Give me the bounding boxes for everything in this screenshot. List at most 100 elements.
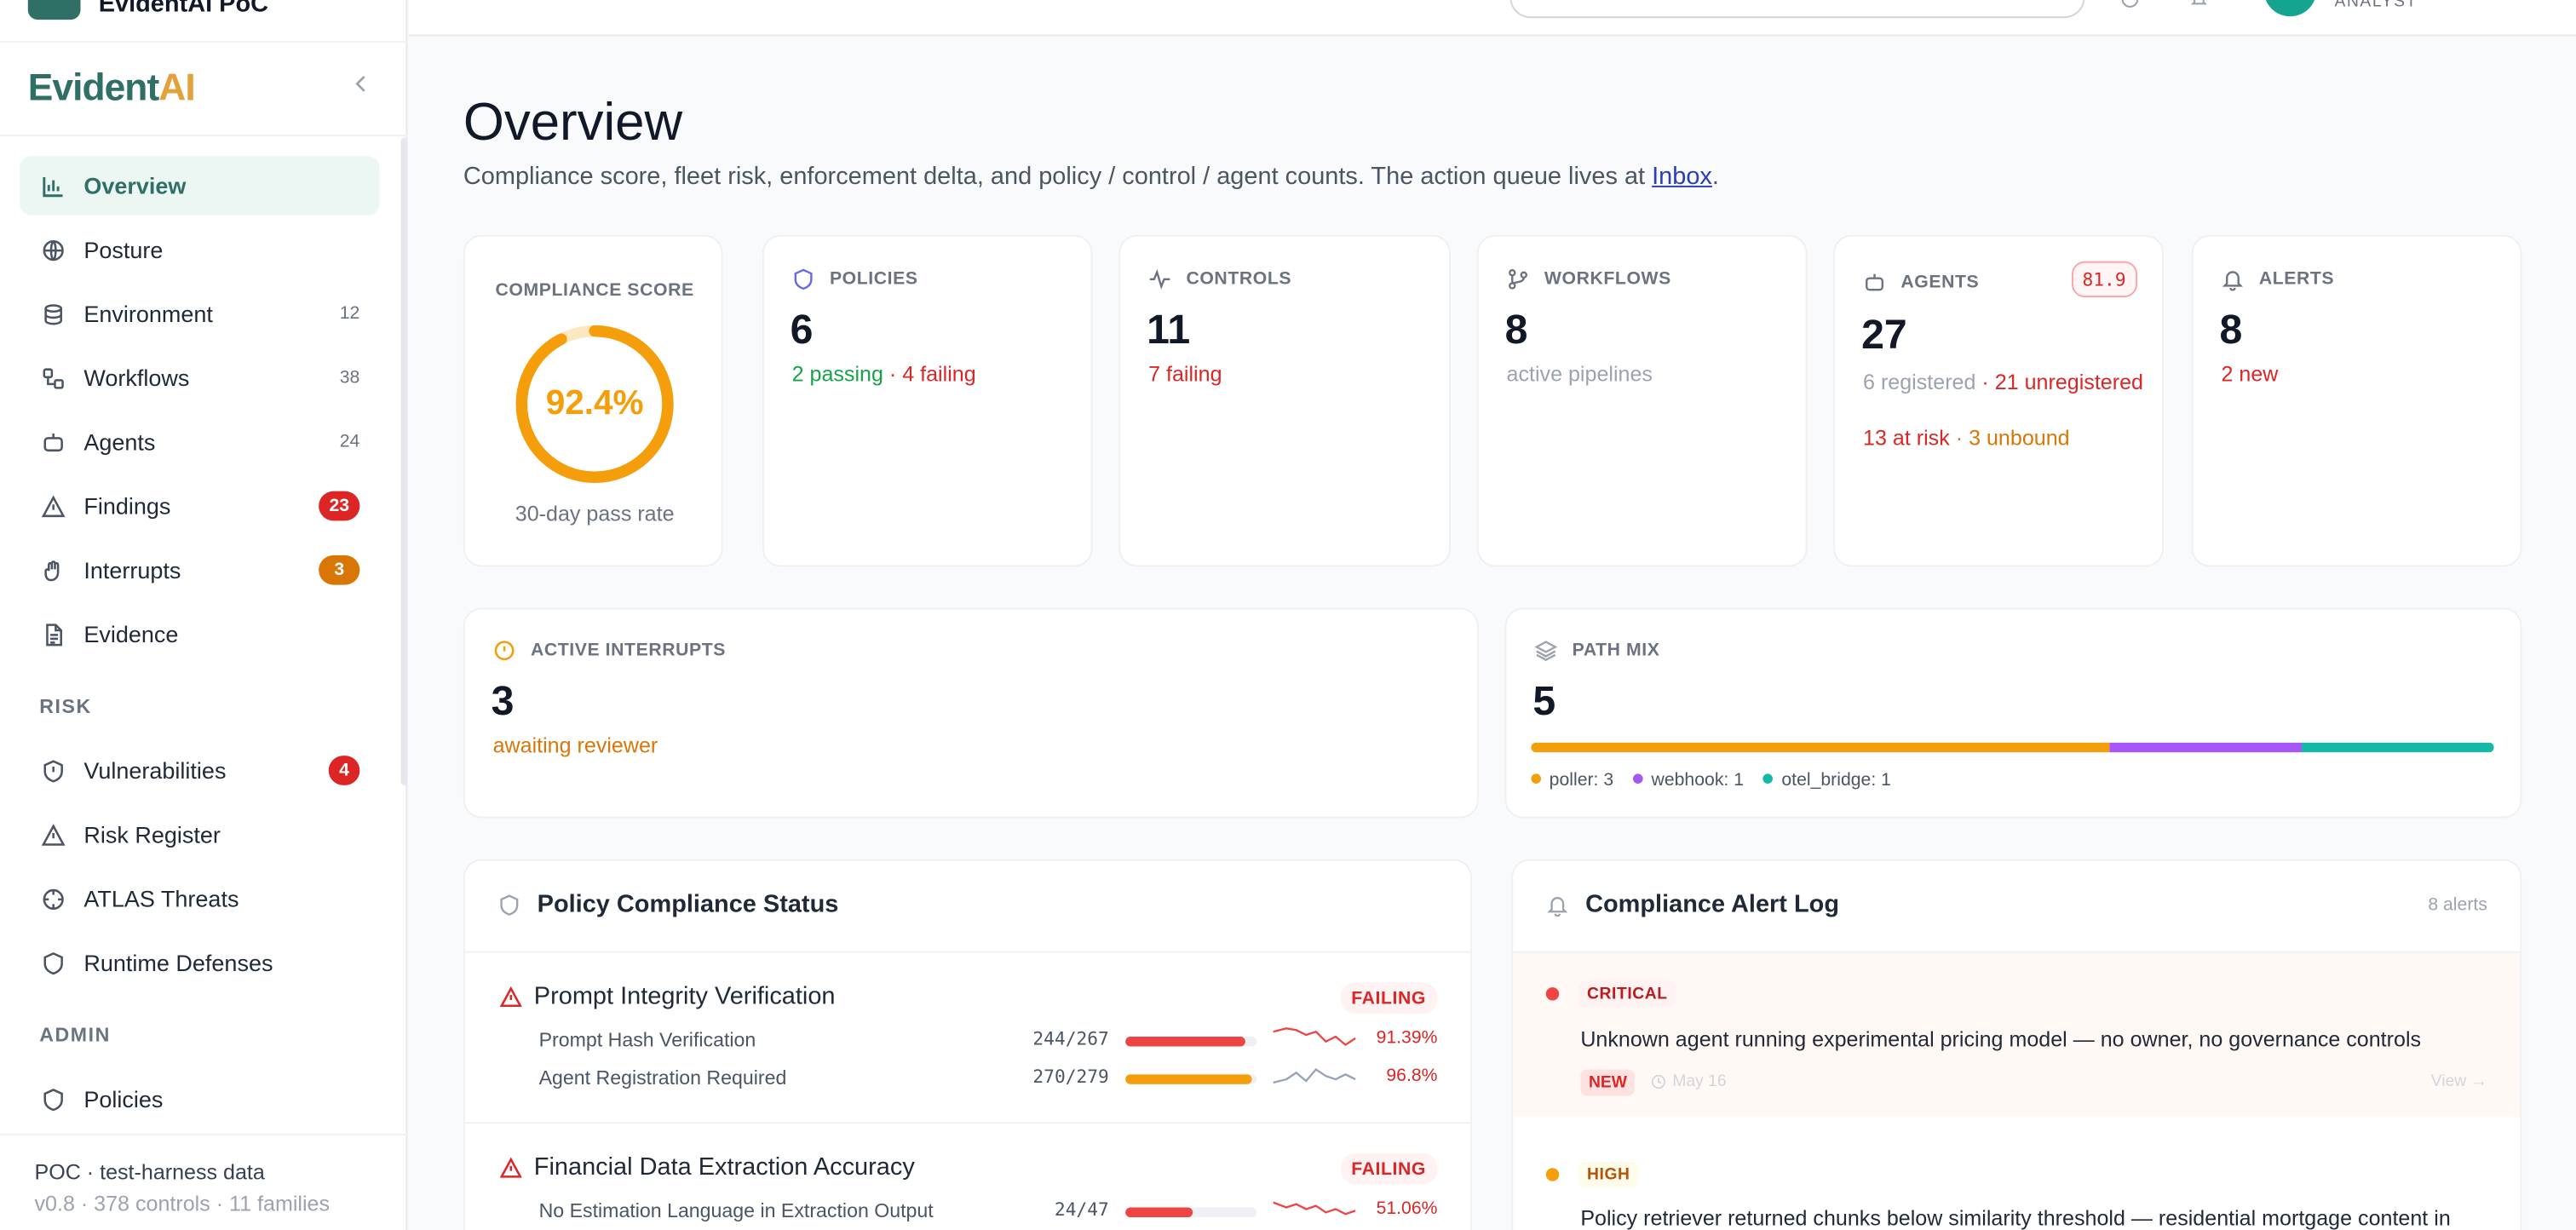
new-badge: NEW [1580, 1069, 1636, 1096]
sidebar-item-environment[interactable]: Environment 12 [20, 285, 379, 343]
search-input[interactable] [1509, 0, 2085, 19]
document-icon [39, 621, 66, 647]
brand-logo[interactable]: EvidentAI [28, 66, 196, 110]
sidebar-item-workflows[interactable]: Workflows 38 [20, 348, 379, 407]
severity-dot [1545, 1168, 1560, 1181]
alert-date-text: May 16 [1672, 1072, 1727, 1091]
policies-breakdown: 2 passing · 4 failing [792, 361, 976, 386]
severity-label: CRITICAL [1578, 980, 1676, 1008]
path-mix-card[interactable]: PATH MIX 5 poller: 3 webhook: 1 otel_bri… [1504, 607, 2522, 819]
bell-icon [1546, 893, 1569, 917]
sidebar-item-runtime-defenses[interactable]: Runtime Defenses [20, 933, 379, 991]
workflows-card[interactable]: WORKFLOWS 8 active pipelines [1476, 234, 1808, 567]
view-alert-link[interactable]: View → [2430, 1072, 2487, 1091]
sidebar-item-interrupts[interactable]: Interrupts 3 [20, 541, 379, 600]
bell-icon[interactable] [2190, 0, 2210, 10]
sidebar-item-label: Interrupts [83, 556, 181, 583]
panel-divider [464, 951, 1471, 953]
sidebar-item-findings[interactable]: Findings 23 [20, 476, 379, 535]
shield-icon [39, 950, 66, 976]
policies-failing: · 4 failing [888, 361, 976, 387]
sidebar-item-label: Policies [83, 1085, 164, 1112]
sidebar-item-label: ATLAS Threats [83, 885, 239, 912]
sidebar-item-vulnerabilities[interactable]: Vulnerabilities 4 [20, 741, 379, 800]
sidebar-item-agents[interactable]: Agents 24 [20, 412, 379, 471]
compliance-score-value: 92.4% [545, 384, 644, 422]
policy-panel-title-text: Policy Compliance Status [537, 890, 839, 919]
controls-value: 11 [1147, 307, 1191, 353]
control-progress-fill [1125, 1036, 1246, 1047]
controls-card[interactable]: CONTROLS 11 7 failing [1118, 234, 1451, 567]
control-row[interactable]: No Estimation Language in Extraction Out… [465, 1199, 1470, 1229]
layers-icon [1534, 639, 1558, 662]
control-row[interactable]: Prompt Hash Verification 244/267 91.39% [465, 1027, 1470, 1058]
interrupts-caption: awaiting reviewer [492, 733, 658, 758]
alerts-new: 2 new [2221, 361, 2279, 387]
shield-alert-icon [39, 757, 66, 784]
help-icon[interactable] [2121, 0, 2141, 10]
collapse-sidebar-button[interactable] [348, 72, 375, 102]
user-role: ANALYST [2334, 0, 2418, 12]
control-row[interactable]: Agent Registration Required 270/279 96.8… [465, 1066, 1470, 1096]
sidebar-item-evidence[interactable]: Evidence [20, 605, 379, 664]
alert-item[interactable]: HIGH Policy retriever returned chunks be… [1513, 1134, 2520, 1230]
compliance-score-card[interactable]: COMPLIANCE SCORE 92.4% 30-day pass rate [463, 234, 723, 567]
app-logo-icon [27, 0, 81, 20]
nav-section-admin: ADMIN [39, 1023, 111, 1047]
activity-icon [1148, 267, 1171, 290]
interrupts-count-badge: 3 [319, 555, 360, 585]
alert-panel-title-text: Compliance Alert Log [1585, 890, 1840, 919]
brand-text-accent: AI [158, 66, 195, 109]
alert-panel-title: Compliance Alert Log [1546, 890, 1839, 918]
control-name: No Estimation Language in Extraction Out… [538, 1198, 934, 1222]
compliance-score-label: COMPLIANCE SCORE [495, 280, 694, 301]
agents-registration: 6 registered · 21 unregistered [1863, 368, 2151, 396]
sidebar-item-label: Runtime Defenses [83, 949, 273, 976]
control-fraction: 24/47 [1054, 1198, 1109, 1221]
sidebar-scrollbar[interactable] [400, 138, 408, 785]
policy-status-badge: FAILING [1339, 982, 1438, 1014]
path-mix-label-text: PATH MIX [1572, 641, 1660, 661]
control-progress-bar [1125, 1074, 1257, 1084]
alert-circle-icon [493, 639, 516, 662]
page-subtitle-suffix: . [1711, 162, 1719, 191]
sidebar-item-policies[interactable]: Policies [20, 1070, 379, 1129]
agents-card[interactable]: AGENTS 81.9 27 6 registered · 21 unregis… [1833, 234, 2164, 567]
sidebar-item-label: Workflows [83, 365, 190, 392]
top-bar: ANALYST [409, 0, 2576, 37]
policies-card[interactable]: POLICIES 6 2 passing · 4 failing [762, 234, 1093, 567]
sidebar-item-overview[interactable]: Overview [20, 156, 380, 216]
sidebar-item-posture[interactable]: Posture [20, 220, 379, 279]
agents-at-risk: 13 at risk [1863, 425, 1950, 451]
compliance-score-caption: 30-day pass rate [515, 501, 675, 526]
agents-label: AGENTS [1863, 271, 1979, 294]
user-avatar[interactable] [2263, 0, 2317, 17]
sidebar-item-label: Agents [83, 428, 156, 456]
alert-item[interactable]: CRITICAL Unknown agent running experimen… [1513, 952, 2521, 1118]
policy-name: Prompt Integrity Verification [533, 982, 836, 1011]
legend-webhook: webhook: 1 [1633, 771, 1744, 790]
bot-icon [1863, 271, 1886, 294]
workflows-label-text: WORKFLOWS [1544, 269, 1671, 290]
warning-icon [39, 821, 66, 848]
sidebar-item-risk-register[interactable]: Risk Register [20, 805, 379, 864]
page-title: Overview [463, 92, 683, 152]
globe-icon [39, 237, 66, 263]
active-interrupts-card[interactable]: ACTIVE INTERRUPTS 3 awaiting reviewer [463, 607, 1479, 819]
sidebar-item-atlas-threats[interactable]: ATLAS Threats [20, 869, 379, 928]
control-fraction: 270/279 [1032, 1066, 1109, 1088]
row-divider [464, 1122, 1471, 1124]
warning-icon [39, 493, 66, 520]
legend-otel-bridge: otel_bridge: 1 [1763, 771, 1891, 790]
alerts-card[interactable]: ALERTS 8 2 new [2191, 234, 2522, 567]
hand-icon [39, 557, 66, 583]
agents-risk-breakdown: 13 at risk · 3 unbound [1863, 426, 2070, 451]
app-name: EvidentAI PoC [98, 0, 269, 19]
control-fraction: 244/267 [1032, 1028, 1109, 1050]
database-icon [39, 301, 66, 327]
crosshair-icon [39, 886, 66, 912]
nav-section-risk: RISK [39, 694, 92, 718]
control-sparkline [1273, 1067, 1356, 1084]
path-mix-label: PATH MIX [1534, 639, 1659, 662]
inbox-link[interactable]: Inbox [1652, 162, 1712, 191]
